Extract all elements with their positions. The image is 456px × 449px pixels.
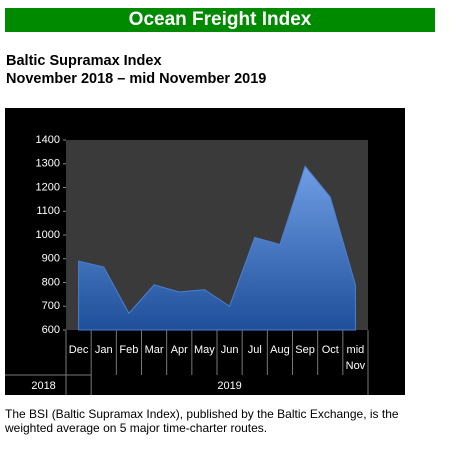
x-tick-label: Feb — [119, 344, 138, 356]
x-tick-label: mid Nov — [346, 344, 366, 372]
y-tick-label: 700 — [42, 300, 60, 312]
y-tick-label: 900 — [42, 253, 60, 265]
y-tick-label: 1000 — [36, 229, 60, 241]
chart-subtitle: November 2018 – mid November 2019 — [6, 71, 267, 87]
x-tick-label: Oct — [322, 344, 339, 356]
x-tick-label: Sep — [295, 344, 315, 356]
x-tick-label: Mar — [145, 344, 164, 356]
x-tick-label: Aug — [270, 344, 290, 356]
y-tick-label: 600 — [42, 324, 60, 336]
x-tick-label: Dec — [69, 344, 89, 356]
y-tick-label: 1300 — [36, 158, 60, 170]
area — [78, 165, 356, 331]
x-group-label: 2018 — [31, 380, 55, 392]
x-tick-label: May — [194, 344, 215, 356]
y-tick-label: 1400 — [36, 134, 60, 146]
x-tick-label: Jun — [221, 344, 239, 356]
x-tick-label: Jan — [95, 344, 113, 356]
y-tick-label: 1100 — [36, 205, 60, 217]
y-tick-label: 1200 — [36, 181, 60, 193]
y-tick-label: 800 — [42, 276, 60, 288]
x-tick-label: Apr — [171, 344, 188, 356]
chart-title: Baltic Supramax Index — [6, 53, 162, 69]
caption: The BSI (Baltic Supramax Index), publish… — [5, 407, 399, 435]
x-group-label: 2019 — [217, 380, 241, 392]
x-tick-label: Jul — [248, 344, 262, 356]
banner-title: Ocean Freight Index — [5, 8, 435, 32]
